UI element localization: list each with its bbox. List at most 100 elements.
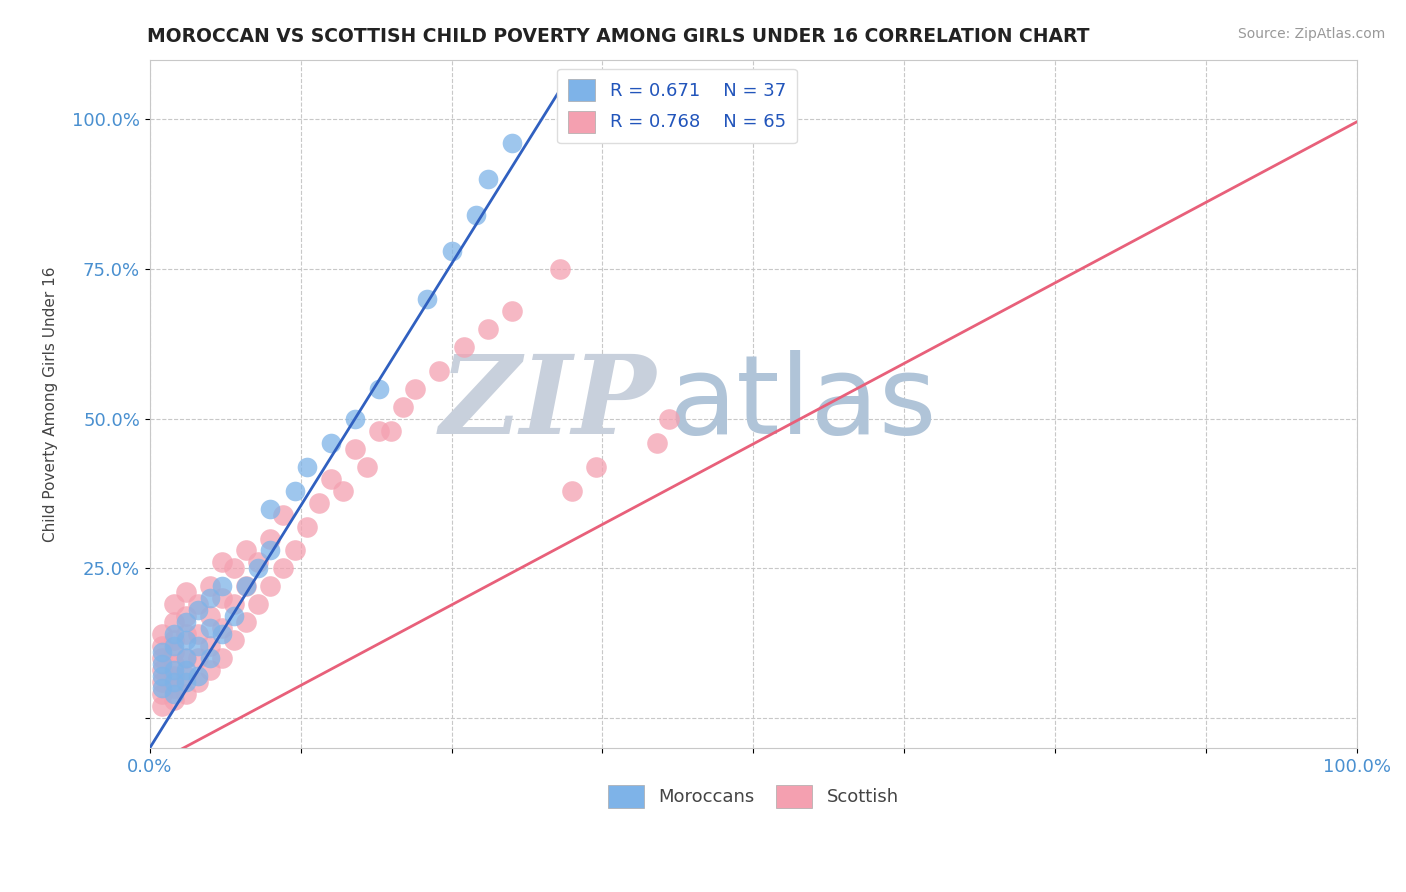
Point (235, 543, 257, 558)
Point (416, 292, 439, 306)
Point (163, 645, 186, 659)
Point (174, 651, 197, 665)
Point (150, 645, 173, 659)
Point (271, 561, 294, 575)
Point (380, 424, 402, 438)
Point (150, 663, 173, 677)
Point (150, 669, 173, 683)
Point (501, 136, 523, 151)
Point (174, 651, 197, 665)
Point (224, 598, 246, 612)
Point (163, 640, 186, 654)
Point (211, 579, 233, 593)
Point (332, 483, 354, 498)
Point (174, 609, 197, 624)
Point (224, 561, 246, 575)
Point (174, 615, 197, 630)
Point (319, 472, 342, 486)
Point (198, 621, 221, 635)
Point (404, 382, 426, 396)
Point (163, 633, 186, 648)
Legend: Moroccans, Scottish: Moroccans, Scottish (600, 778, 905, 814)
Point (150, 681, 173, 695)
Point (429, 364, 451, 378)
Point (174, 633, 197, 648)
Point (198, 640, 221, 654)
Point (308, 495, 330, 509)
Point (150, 640, 173, 654)
Point (163, 681, 186, 695)
Point (150, 651, 173, 665)
Point (187, 598, 209, 612)
Text: MOROCCAN VS SCOTTISH CHILD POVERTY AMONG GIRLS UNDER 16 CORRELATION CHART: MOROCCAN VS SCOTTISH CHILD POVERTY AMONG… (148, 27, 1090, 45)
Point (247, 556, 270, 570)
Point (368, 382, 391, 396)
Point (259, 579, 281, 593)
Point (464, 208, 486, 222)
Point (356, 459, 378, 474)
Point (150, 687, 173, 701)
Point (163, 669, 186, 683)
Point (211, 651, 233, 665)
Point (187, 651, 209, 665)
Point (163, 663, 186, 677)
Point (284, 483, 307, 498)
Point (259, 532, 281, 546)
Point (163, 615, 186, 630)
Point (561, 483, 583, 498)
Point (453, 340, 475, 354)
Point (163, 627, 186, 641)
Point (211, 591, 233, 606)
Point (187, 603, 209, 617)
Point (343, 411, 366, 425)
Point (284, 543, 307, 558)
Point (150, 657, 173, 672)
Point (150, 675, 173, 690)
Point (224, 609, 246, 624)
Point (477, 172, 499, 186)
Point (163, 687, 186, 701)
Point (174, 687, 197, 701)
Point (187, 627, 209, 641)
Point (440, 244, 463, 259)
Point (150, 627, 173, 641)
Point (187, 669, 209, 683)
Point (187, 640, 209, 654)
Point (211, 556, 233, 570)
Y-axis label: Child Poverty Among Girls Under 16: Child Poverty Among Girls Under 16 (44, 266, 58, 541)
Point (548, 262, 571, 277)
Point (174, 675, 197, 690)
Point (259, 543, 281, 558)
Point (187, 675, 209, 690)
Point (295, 519, 318, 533)
Point (392, 400, 415, 414)
Point (271, 508, 294, 522)
Point (198, 591, 221, 606)
Point (343, 442, 366, 456)
Point (295, 459, 318, 474)
Point (174, 627, 197, 641)
Point (198, 579, 221, 593)
Point (198, 651, 221, 665)
Point (224, 633, 246, 648)
Point (247, 598, 270, 612)
Point (477, 322, 499, 336)
Point (174, 585, 197, 599)
Point (368, 424, 391, 438)
Point (163, 657, 186, 672)
Point (163, 675, 186, 690)
Point (645, 435, 668, 450)
Point (211, 621, 233, 635)
Text: atlas: atlas (669, 351, 938, 458)
Point (174, 663, 197, 677)
Point (235, 579, 257, 593)
Point (247, 561, 270, 575)
Point (259, 501, 281, 516)
Point (235, 579, 257, 593)
Point (163, 598, 186, 612)
Point (658, 411, 681, 425)
Point (174, 669, 197, 683)
Point (150, 699, 173, 714)
Point (585, 459, 607, 474)
Point (198, 663, 221, 677)
